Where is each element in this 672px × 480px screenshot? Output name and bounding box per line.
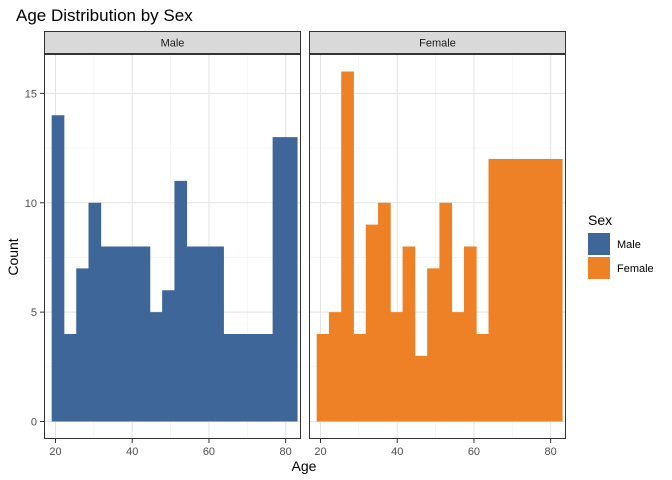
strip-label: Female — [419, 38, 456, 50]
legend-swatch — [588, 233, 610, 255]
histogram-bar — [149, 312, 163, 422]
histogram-bar — [513, 159, 526, 422]
legend-item-male: Male — [588, 233, 641, 255]
x-tick-label: 20 — [314, 446, 326, 458]
legend-label: Male — [617, 239, 641, 251]
histogram-bar — [414, 355, 428, 422]
histogram-bar — [186, 246, 200, 422]
histogram-bar — [488, 159, 502, 422]
histogram-bar — [549, 159, 563, 422]
histogram-bar — [211, 246, 224, 422]
histogram-bar — [272, 137, 286, 422]
x-tick-label: 60 — [203, 446, 215, 458]
histogram-bar — [88, 202, 102, 422]
x-tick-label: 60 — [468, 446, 480, 458]
y-tick-label: 5 — [31, 307, 37, 319]
histogram-bar — [63, 334, 77, 422]
histogram-bar — [113, 246, 126, 422]
panel-border — [44, 54, 301, 439]
histogram-bar — [76, 268, 89, 422]
x-axis-label: Age — [292, 458, 317, 474]
legend-swatch — [588, 257, 610, 279]
y-axis-label: Count — [5, 238, 21, 275]
x-tick-label: 80 — [280, 446, 292, 458]
histogram-bar — [525, 159, 539, 422]
histogram-bar — [390, 312, 403, 422]
histogram-bar — [248, 334, 261, 422]
legend: Sex Male Female — [588, 212, 654, 279]
histogram-bar — [463, 246, 477, 422]
histogram-bar — [427, 268, 440, 422]
histogram-bar — [198, 246, 212, 422]
histogram-bar — [284, 137, 298, 422]
facets: Male 20 40 60 80 0 5 10 15 Female 20 40 60 80 — [25, 31, 566, 458]
x-tick-label: 20 — [49, 446, 61, 458]
histogram-bar — [341, 71, 354, 422]
histogram-bar — [125, 246, 138, 422]
histogram-bar — [402, 246, 416, 422]
facet-female: Female 20 40 60 80 — [309, 31, 566, 458]
legend-label: Female — [617, 263, 654, 275]
y-tick-label: 0 — [31, 417, 37, 429]
histogram-bar — [500, 159, 514, 422]
x-tick-label: 80 — [545, 446, 557, 458]
histogram-bar — [162, 290, 175, 422]
facet-male: Male 20 40 60 80 0 5 10 15 — [25, 31, 301, 458]
histogram-bar — [365, 224, 379, 422]
histogram-bar — [100, 246, 114, 422]
histogram-bar — [174, 180, 188, 422]
histogram-bar — [235, 334, 249, 422]
strip — [44, 31, 301, 54]
x-tick-label: 40 — [391, 446, 403, 458]
histogram-bar — [537, 159, 551, 422]
strip-label: Male — [161, 38, 185, 50]
histogram-bar — [137, 246, 151, 422]
legend-title: Sex — [588, 212, 612, 228]
strip — [309, 31, 566, 54]
histogram-bar — [260, 334, 274, 422]
histogram-bar — [223, 334, 237, 422]
histogram-bar — [328, 312, 342, 422]
histogram-bar — [439, 202, 453, 422]
legend-item-female: Female — [588, 257, 654, 279]
legend-items: Male Female — [588, 233, 654, 279]
histogram-bar — [451, 312, 465, 422]
histogram-bar — [353, 334, 367, 422]
chart-title: Age Distribution by Sex — [16, 6, 193, 25]
histogram-bar — [378, 202, 391, 422]
histogram-bar — [51, 115, 65, 422]
x-tick-label: 40 — [126, 446, 138, 458]
y-tick-label: 15 — [25, 88, 37, 100]
histogram-bar — [316, 334, 330, 422]
panel-border — [309, 54, 566, 439]
histogram-bar — [476, 334, 489, 422]
y-tick-label: 10 — [25, 198, 37, 210]
